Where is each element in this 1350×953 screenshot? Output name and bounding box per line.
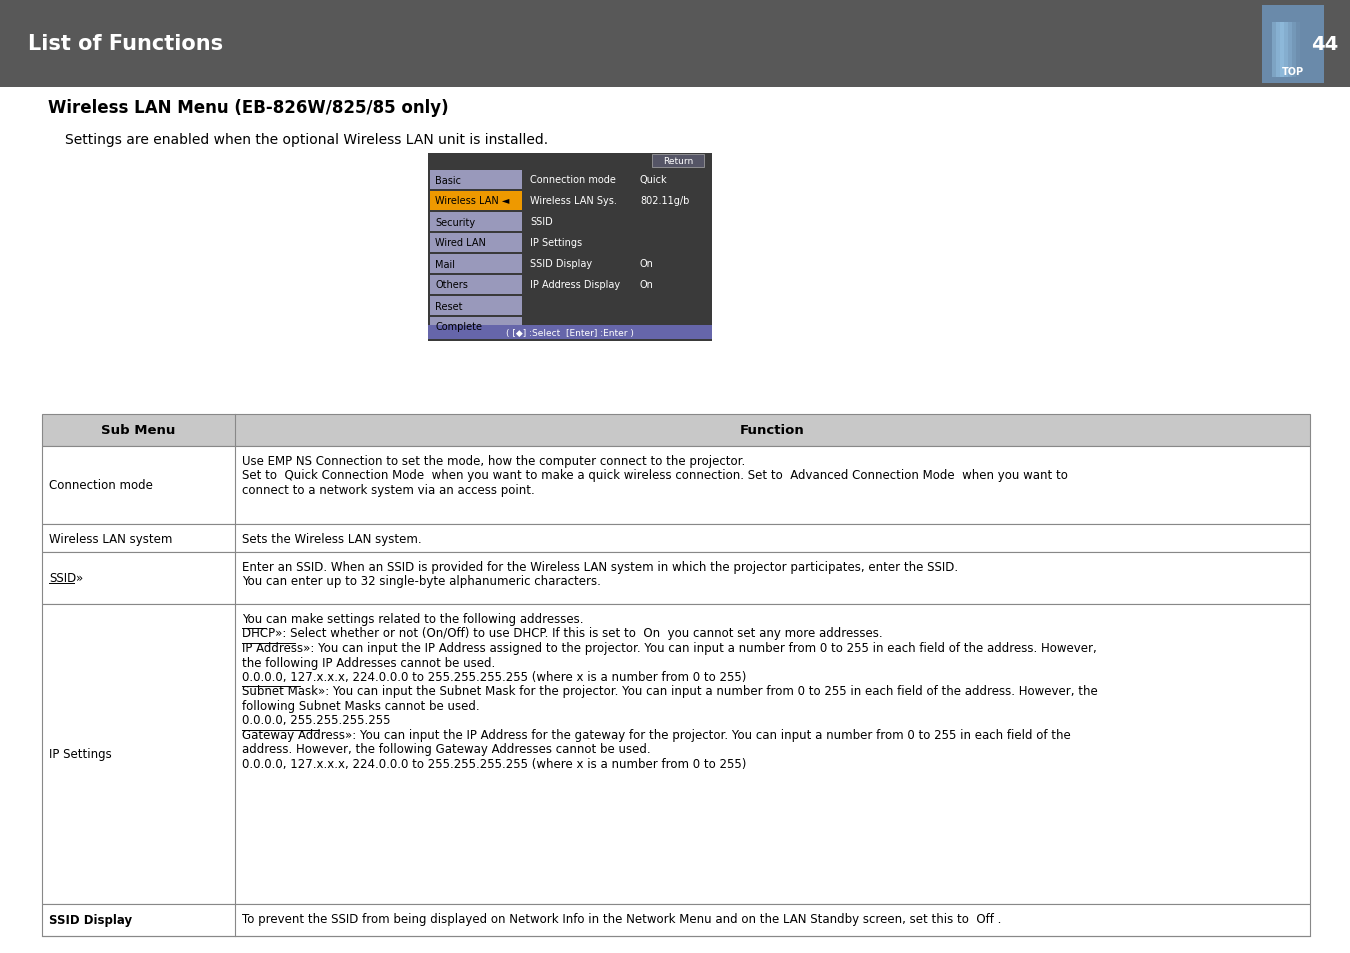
Text: IP Address Display: IP Address Display: [531, 280, 620, 290]
Bar: [428, 326, 711, 339]
Text: the following IP Addresses cannot be used.: the following IP Addresses cannot be use…: [242, 656, 495, 669]
Text: On: On: [640, 280, 653, 290]
Text: Wireless LAN Sys.: Wireless LAN Sys.: [531, 195, 617, 206]
Text: 802.11g/b: 802.11g/b: [640, 195, 690, 206]
Text: IP Settings: IP Settings: [49, 748, 112, 760]
Text: Wired LAN: Wired LAN: [435, 238, 486, 248]
Bar: [431, 317, 522, 336]
Bar: [1262, 6, 1324, 84]
Bar: [431, 213, 522, 232]
Text: Connection mode: Connection mode: [49, 479, 153, 492]
Text: DHCP»: Select whether or not (On/Off) to use DHCP. If this is set to  On  you ca: DHCP»: Select whether or not (On/Off) to…: [242, 627, 883, 639]
Text: Enter an SSID. When an SSID is provided for the Wireless LAN system in which the: Enter an SSID. When an SSID is provided …: [242, 560, 958, 574]
Bar: [652, 154, 703, 168]
Bar: [42, 604, 1309, 904]
Text: Connection mode: Connection mode: [531, 174, 616, 185]
Text: List of Functions: List of Functions: [28, 34, 223, 54]
Bar: [431, 192, 522, 211]
Bar: [1284, 23, 1296, 78]
Bar: [1288, 23, 1300, 78]
Text: Basic: Basic: [435, 175, 460, 185]
Bar: [42, 415, 1309, 447]
Text: ( [◆] :Select  [Enter] :Enter ): ( [◆] :Select [Enter] :Enter ): [506, 328, 634, 337]
Text: Sets the Wireless LAN system.: Sets the Wireless LAN system.: [242, 533, 421, 545]
Text: Use EMP NS Connection to set the mode, how the computer connect to the projector: Use EMP NS Connection to set the mode, h…: [242, 455, 745, 468]
Text: connect to a network system via an access point.: connect to a network system via an acces…: [242, 483, 535, 497]
Text: SSID»: SSID»: [49, 572, 84, 585]
Text: Others: Others: [435, 280, 468, 291]
Text: address. However, the following Gateway Addresses cannot be used.: address. However, the following Gateway …: [242, 742, 651, 756]
Text: Settings are enabled when the optional Wireless LAN unit is installed.: Settings are enabled when the optional W…: [65, 132, 548, 147]
Text: To prevent the SSID from being displayed on Network Info in the Network Menu and: To prevent the SSID from being displayed…: [242, 912, 1002, 925]
Text: Wireless LAN system: Wireless LAN system: [49, 532, 173, 545]
Text: Subnet Mask»: You can input the Subnet Mask for the projector. You can input a n: Subnet Mask»: You can input the Subnet M…: [242, 685, 1098, 698]
Text: SSID Display: SSID Display: [49, 914, 132, 926]
Bar: [1276, 23, 1288, 78]
Text: TOP: TOP: [1282, 67, 1304, 77]
Text: IP Settings: IP Settings: [531, 237, 582, 248]
Bar: [1280, 23, 1292, 78]
Bar: [42, 553, 1309, 604]
Bar: [431, 296, 522, 315]
Bar: [431, 171, 522, 190]
Text: Mail: Mail: [435, 259, 455, 269]
Bar: [0, 0, 1350, 88]
Text: 0.0.0.0, 127.x.x.x, 224.0.0.0 to 255.255.255.255 (where x is a number from 0 to : 0.0.0.0, 127.x.x.x, 224.0.0.0 to 255.255…: [242, 670, 747, 683]
Text: Return: Return: [663, 157, 693, 167]
Bar: [42, 524, 1309, 553]
Text: IP Address»: You can input the IP Address assigned to the projector. You can inp: IP Address»: You can input the IP Addres…: [242, 641, 1096, 655]
Text: You can make settings related to the following addresses.: You can make settings related to the fol…: [242, 613, 583, 625]
Text: You can enter up to 32 single-byte alphanumeric characters.: You can enter up to 32 single-byte alpha…: [242, 575, 601, 588]
Text: 0.0.0.0, 255.255.255.255: 0.0.0.0, 255.255.255.255: [242, 714, 390, 727]
Bar: [431, 233, 522, 253]
Bar: [428, 153, 711, 341]
Text: Security: Security: [435, 217, 475, 227]
Text: 0.0.0.0, 127.x.x.x, 224.0.0.0 to 255.255.255.255 (where x is a number from 0 to : 0.0.0.0, 127.x.x.x, 224.0.0.0 to 255.255…: [242, 758, 747, 770]
Text: Set to  Quick Connection Mode  when you want to make a quick wireless connection: Set to Quick Connection Mode when you wa…: [242, 469, 1068, 482]
Bar: [1272, 23, 1284, 78]
Bar: [431, 275, 522, 294]
Text: Wireless LAN Menu (EB-826W/825/85 only): Wireless LAN Menu (EB-826W/825/85 only): [49, 99, 448, 117]
Text: Function: Function: [740, 424, 805, 437]
Text: On: On: [640, 258, 653, 269]
Bar: [42, 447, 1309, 524]
Bar: [431, 254, 522, 274]
Text: 44: 44: [1311, 34, 1339, 53]
Text: Reset: Reset: [435, 301, 463, 312]
Text: Gateway Address»: You can input the IP Address for the gateway for the projector: Gateway Address»: You can input the IP A…: [242, 728, 1071, 741]
Text: Quick: Quick: [640, 174, 668, 185]
Text: Sub Menu: Sub Menu: [101, 424, 176, 437]
Bar: [42, 904, 1309, 936]
Text: SSID Display: SSID Display: [531, 258, 593, 269]
Text: Complete: Complete: [435, 322, 482, 333]
Text: following Subnet Masks cannot be used.: following Subnet Masks cannot be used.: [242, 700, 479, 712]
Text: Wireless LAN ◄: Wireless LAN ◄: [435, 196, 509, 206]
Text: SSID: SSID: [531, 216, 552, 227]
